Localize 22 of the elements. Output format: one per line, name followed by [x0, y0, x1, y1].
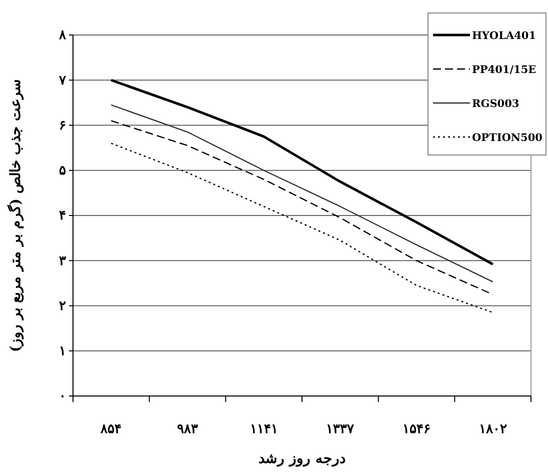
y-tick-label: ۷	[58, 73, 67, 88]
x-tick-label: ۹۸۳	[177, 422, 198, 438]
y-tick-label: ۲	[59, 298, 66, 314]
legend-label: PP401/15E	[472, 64, 536, 76]
x-tick-label: ۱۸۰۲	[478, 422, 507, 438]
y-tick-label: ۰	[59, 389, 66, 404]
legend-label: RGS003	[472, 98, 520, 110]
x-tick-label: ۱۵۴۶	[402, 422, 430, 438]
y-tick-label: ۳	[59, 254, 66, 269]
x-tick-label: ۱۱۴۱	[250, 422, 278, 438]
legend-label: OPTION500	[472, 132, 542, 144]
legend-label: HYOLA401	[472, 30, 536, 42]
y-tick-label: ۶	[59, 118, 66, 134]
y-tick-label: ۴	[59, 208, 66, 224]
line-series	[110, 142, 494, 314]
y-axis-title: سرعت جذب خالص (گرم بر متر مربع بر روز)	[7, 78, 24, 352]
y-tick-label: ۸	[58, 28, 67, 44]
x-tick-label: ۱۳۳۷	[326, 422, 356, 438]
x-axis-title: درجه روز رشد	[258, 451, 346, 467]
y-tick-label: ۱	[59, 344, 66, 360]
x-tick-label: ۸۵۴	[100, 422, 122, 438]
y-tick-label: ۵	[59, 164, 66, 179]
